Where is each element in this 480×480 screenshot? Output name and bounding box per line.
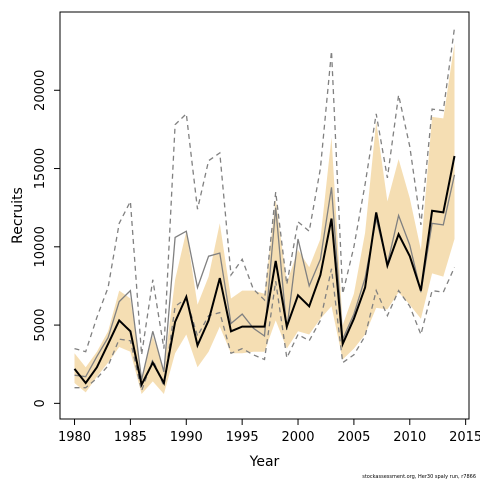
y-tick-label: 0 (33, 399, 48, 407)
y-axis: 0 5000 10000 15000 20000 (33, 70, 60, 407)
x-tick-label: 2000 (281, 430, 314, 445)
x-tick-label: 1980 (58, 430, 91, 445)
previous-ci-upper-line (74, 27, 456, 355)
current-estimate-line (73, 155, 456, 388)
x-axis-title: Year (249, 454, 280, 470)
series-line-layer (73, 27, 456, 394)
y-tick-label: 5000 (33, 309, 48, 342)
plot-frame (59, 11, 470, 420)
credit-note: stockassessment.org, Her30 spaly run, r7… (362, 474, 476, 480)
x-tick-label: 2005 (337, 430, 370, 445)
y-tick-label: 10000 (33, 226, 48, 267)
confidence-band-layer (74, 43, 455, 395)
x-axis: 1980 1985 1990 1995 2000 2005 2010 2015 (58, 419, 480, 445)
x-tick-label: 2010 (393, 430, 426, 445)
x-tick-label: 1985 (114, 430, 147, 445)
x-tick-label: 2015 (449, 430, 480, 445)
x-tick-label: 1990 (170, 430, 203, 445)
previous-ci-lower-line (74, 266, 456, 394)
confidence-band (74, 43, 455, 395)
y-axis-title: Recruits (10, 187, 26, 244)
y-tick-label: 20000 (33, 70, 48, 111)
x-tick-label: 1995 (226, 430, 259, 445)
y-tick-label: 15000 (33, 148, 48, 189)
previous-estimate-line (74, 174, 456, 381)
